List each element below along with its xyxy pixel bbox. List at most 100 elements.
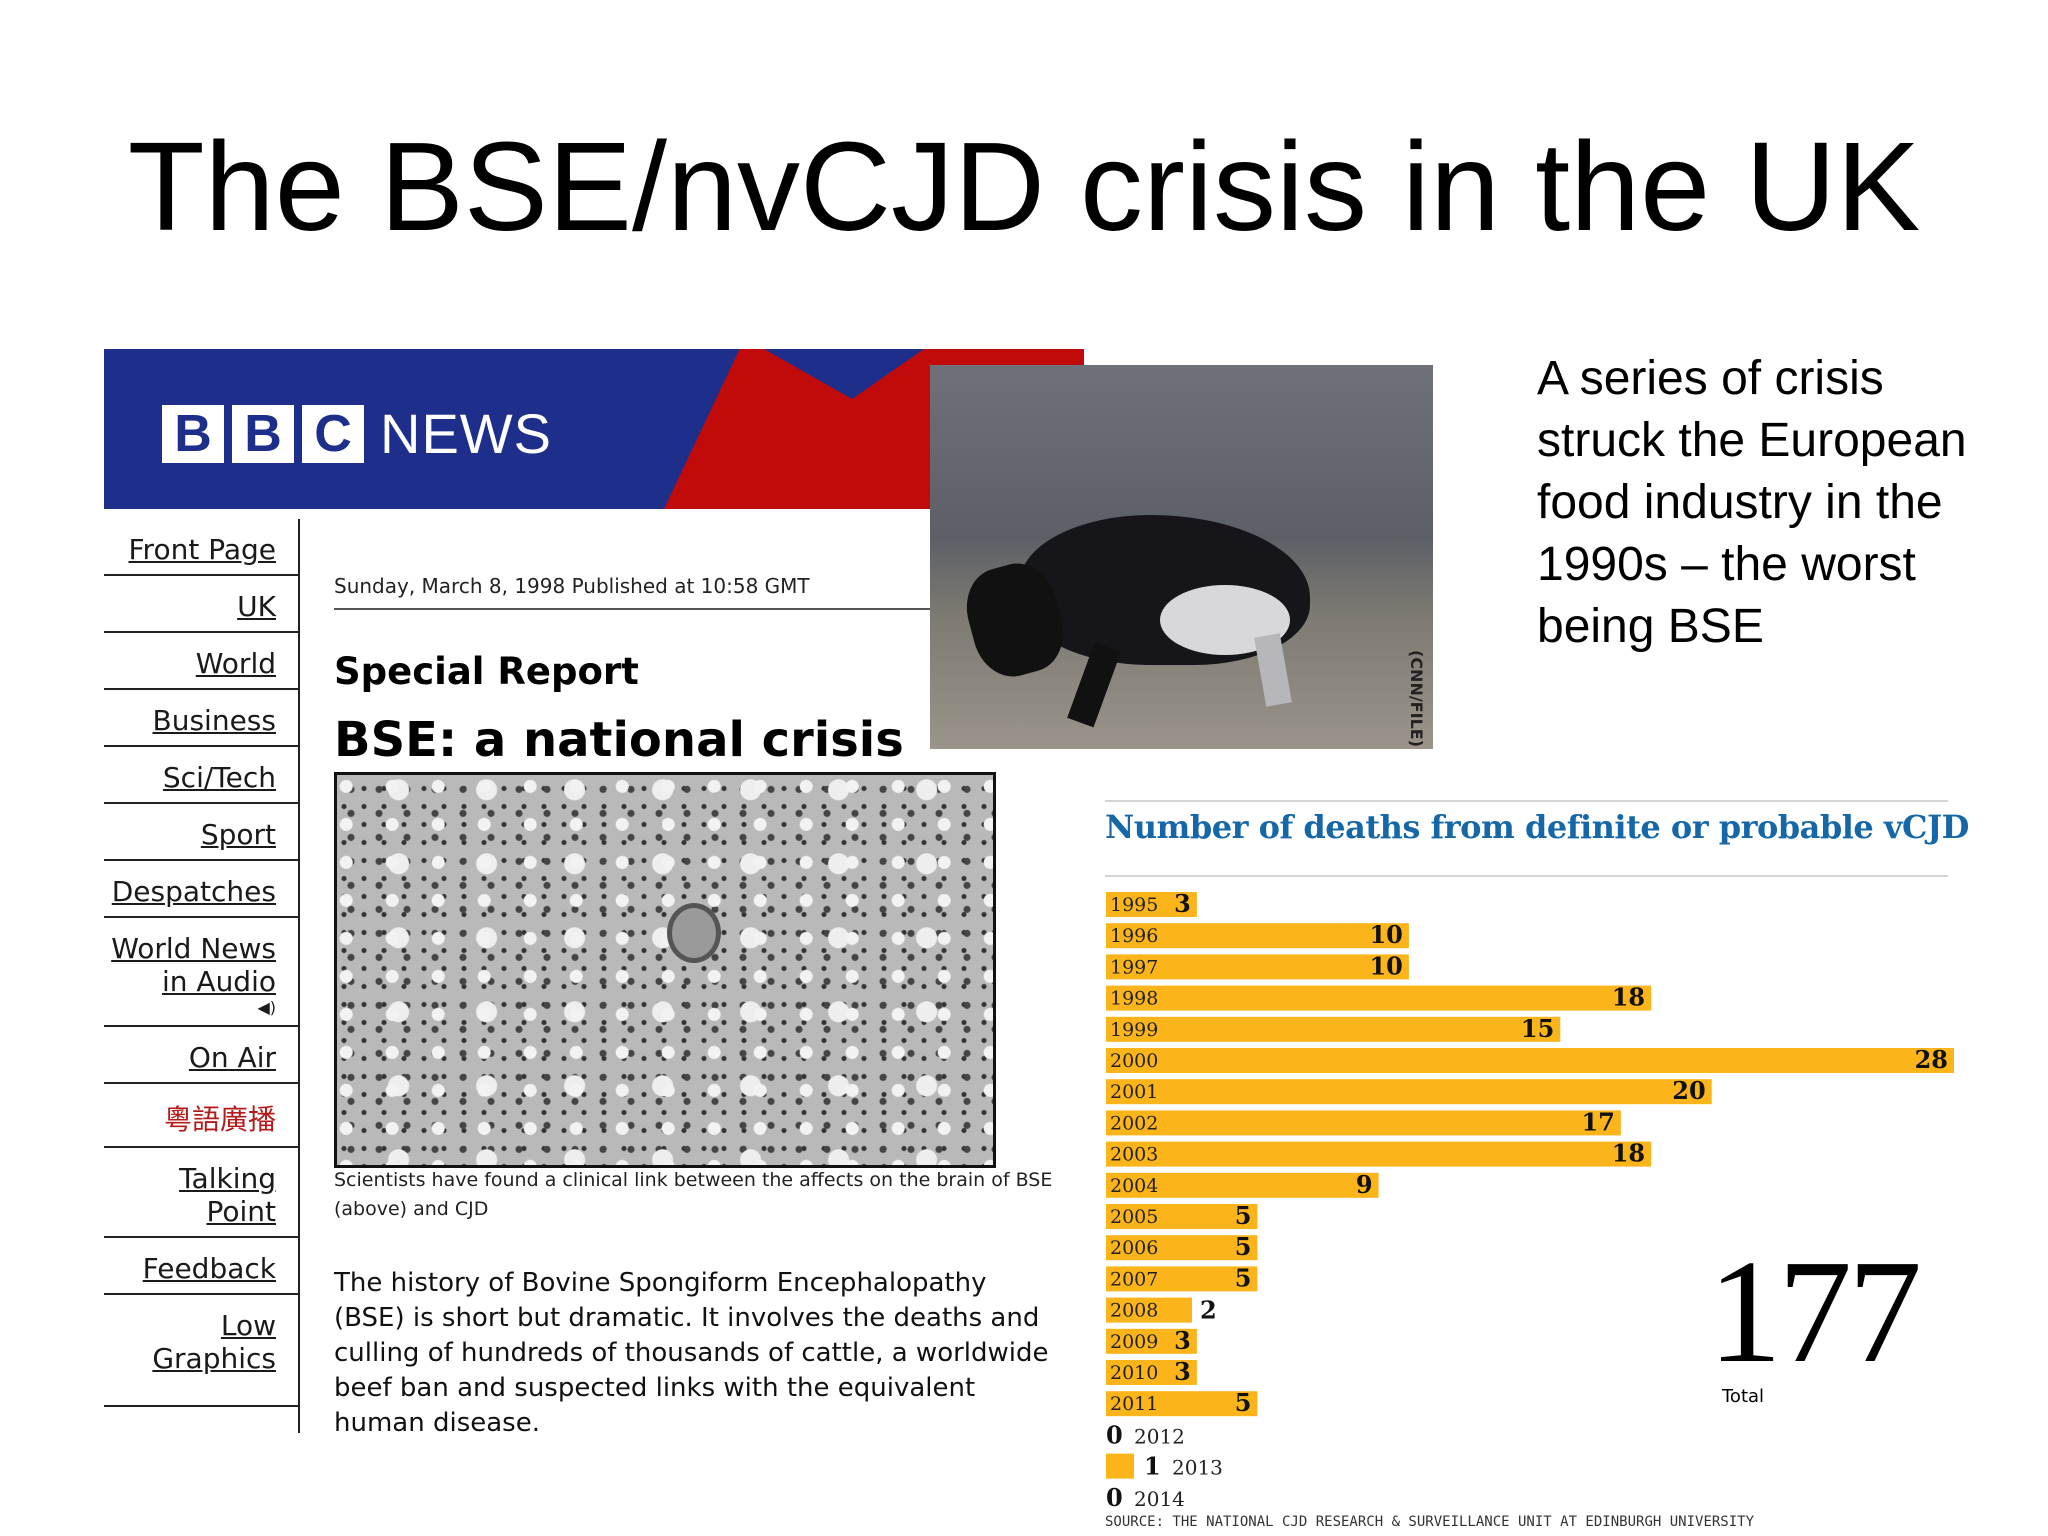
bar-2008	[1106, 1297, 1192, 1323]
year-label: 2013	[1172, 1456, 1223, 1480]
nav-item-world-news-audio[interactable]: World News in Audio ◀)	[104, 918, 300, 1027]
chart-title: Number of deaths from definite or probab…	[1105, 808, 1969, 846]
value-label: 18	[1612, 1139, 1645, 1168]
nav-item-scitech[interactable]: Sci/Tech	[104, 747, 300, 804]
nav-item-low-graphics[interactable]: Low Graphics	[104, 1295, 300, 1407]
bar-2013	[1106, 1453, 1134, 1479]
special-report-label: Special Report	[334, 650, 639, 693]
year-label: 2007	[1110, 1268, 1158, 1290]
year-label: 1998	[1110, 988, 1158, 1010]
nav-link[interactable]: Front Page	[128, 533, 276, 566]
value-label: 5	[1235, 1263, 1252, 1292]
year-label: 2009	[1110, 1331, 1158, 1353]
slide-title: The BSE/nvCJD crisis in the UK	[127, 116, 1921, 257]
year-label: 2014	[1134, 1487, 1185, 1510]
total-deaths-value: 177	[1708, 1230, 1922, 1394]
value-label: 10	[1369, 951, 1402, 980]
nav-link[interactable]: 粵語廣播	[163, 1103, 276, 1136]
year-label: 2000	[1110, 1050, 1158, 1072]
year-label: 1999	[1110, 1019, 1158, 1041]
bbc-news-logo: B B C NEWS	[162, 401, 552, 466]
nav-item-talking-point[interactable]: Talking Point	[104, 1148, 300, 1238]
nav-link[interactable]: UK	[237, 590, 276, 623]
nav-link[interactable]: Feedback	[142, 1252, 276, 1285]
nav-item-cantonese[interactable]: 粵語廣播	[104, 1084, 300, 1148]
nav-link[interactable]: Sport	[200, 818, 276, 851]
photo-credit: (CNN/FILE)	[1407, 650, 1426, 747]
bar-2011	[1106, 1391, 1258, 1417]
bar-1997	[1106, 954, 1409, 980]
side-text: A series of crisis struck the European f…	[1537, 352, 1967, 653]
nav-item-feedback[interactable]: Feedback	[104, 1238, 300, 1295]
bar-2000	[1106, 1048, 1954, 1073]
value-label: 20	[1672, 1076, 1705, 1105]
cow-leg-shape	[1254, 633, 1292, 707]
value-label: 15	[1521, 1014, 1554, 1043]
value-label: 1	[1144, 1452, 1161, 1481]
bar-1999	[1106, 1016, 1561, 1042]
nav-link[interactable]: Talking Point	[179, 1162, 276, 1228]
article-headline: BSE: a national crisis	[334, 712, 904, 768]
speaker-icon: ◀)	[257, 998, 276, 1017]
nav-link[interactable]: Sci/Tech	[162, 761, 276, 794]
bar-2009	[1106, 1328, 1197, 1354]
bar-2005	[1106, 1204, 1258, 1229]
year-label: 2005	[1110, 1206, 1158, 1228]
year-label: 2008	[1110, 1300, 1158, 1322]
total-deaths-label: Total	[1722, 1386, 1765, 1407]
value-label: 18	[1612, 983, 1645, 1012]
article-dateline: Sunday, March 8, 1998 Published at 10:58…	[334, 574, 810, 598]
nav-link[interactable]: Low Graphics	[152, 1309, 276, 1375]
cow-photo	[930, 365, 1433, 749]
article-body: The history of Bovine Spongiform Encepha…	[334, 1268, 1049, 1438]
nav-link[interactable]: Business	[152, 704, 276, 737]
bar-1995	[1106, 892, 1197, 917]
nav-item-on-air[interactable]: On Air	[104, 1027, 300, 1084]
value-label: 9	[1356, 1170, 1373, 1199]
value-label: 0	[1106, 1483, 1123, 1510]
logo-letter: B	[232, 404, 294, 463]
chart-rule-top	[1105, 800, 1948, 802]
bar-2006	[1106, 1235, 1258, 1261]
value-label: 3	[1174, 1326, 1191, 1355]
chart-source: SOURCE: THE NATIONAL CJD RESEARCH & SURV…	[1105, 1514, 1755, 1530]
nav-item-sport[interactable]: Sport	[104, 804, 300, 861]
bbc-nav-menu: Front Page UK World Business Sci/Tech Sp…	[104, 519, 300, 1407]
year-label: 1995	[1110, 894, 1158, 916]
bar-1998	[1106, 985, 1652, 1011]
year-label: 2001	[1110, 1081, 1158, 1103]
bar-2004	[1106, 1172, 1379, 1198]
year-label: 2010	[1110, 1362, 1158, 1384]
year-label: 2003	[1110, 1144, 1158, 1166]
value-label: 17	[1581, 1107, 1614, 1136]
value-label: 5	[1235, 1232, 1252, 1261]
nav-divider	[298, 519, 300, 1433]
micrograph-cell	[667, 903, 721, 963]
bar-2002	[1106, 1110, 1621, 1136]
nav-link[interactable]: World	[195, 647, 276, 680]
nav-item-despatches[interactable]: Despatches	[104, 861, 300, 918]
year-label: 2006	[1110, 1237, 1158, 1259]
year-label: 1997	[1110, 956, 1158, 978]
bar-2003	[1106, 1141, 1652, 1167]
chart-rule-mid	[1105, 875, 1948, 877]
dateline-rule	[334, 608, 934, 610]
nav-item-uk[interactable]: UK	[104, 576, 300, 633]
nav-item-front-page[interactable]: Front Page	[104, 519, 300, 576]
value-label: 2	[1200, 1296, 1217, 1325]
nav-item-business[interactable]: Business	[104, 690, 300, 747]
value-label: 3	[1174, 889, 1191, 918]
logo-letter: B	[162, 404, 224, 463]
year-label: 1996	[1110, 925, 1158, 947]
logo-letter: C	[302, 404, 364, 463]
year-label: 2012	[1134, 1424, 1185, 1448]
nav-link[interactable]: World News in Audio	[111, 932, 276, 998]
nav-link[interactable]: On Air	[188, 1041, 276, 1074]
nav-item-world[interactable]: World	[104, 633, 300, 690]
value-label: 28	[1915, 1045, 1948, 1074]
nav-link[interactable]: Despatches	[111, 875, 276, 908]
year-label: 2004	[1110, 1175, 1158, 1197]
year-label: 2002	[1110, 1112, 1158, 1134]
value-label: 10	[1369, 920, 1402, 949]
